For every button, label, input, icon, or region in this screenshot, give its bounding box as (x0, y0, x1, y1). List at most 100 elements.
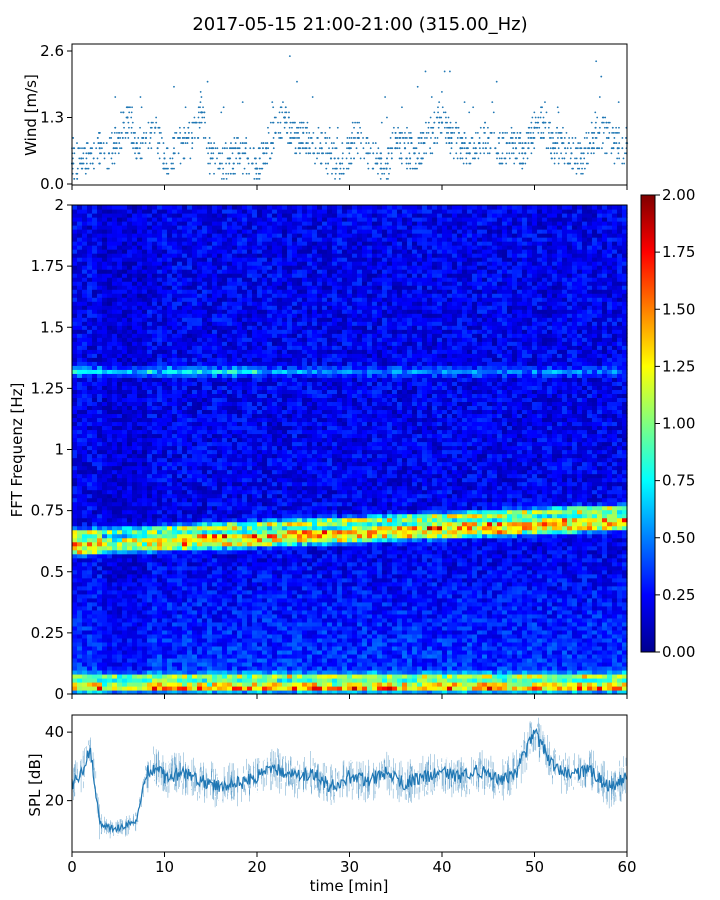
spectrogram-cell (147, 633, 153, 639)
spectrogram-cell (157, 253, 163, 258)
spectrogram-cell (177, 289, 183, 294)
spectrogram-cell (172, 277, 178, 282)
spectrogram-cell (177, 225, 183, 230)
spectrogram-cell (142, 469, 148, 475)
spectrogram-cell (102, 229, 108, 234)
spectrogram-cell (212, 325, 218, 330)
spectrogram-cell (157, 381, 163, 386)
spectrogram-cell (187, 657, 193, 663)
spectrogram-cell (127, 361, 133, 366)
spectrogram-cell (122, 481, 128, 487)
spectrogram-cell (147, 297, 153, 302)
spectrogram-cell (147, 413, 153, 419)
spectrogram-cell (122, 405, 128, 411)
spectrogram-cell (202, 401, 208, 407)
wind-scatter-dot (362, 147, 365, 150)
wind-scatter-dot (367, 142, 370, 144)
spectrogram-cell (132, 373, 138, 378)
spectrogram-cell (122, 673, 128, 679)
spectrogram-cell (72, 405, 78, 411)
wind-scatter-dot (308, 147, 311, 150)
wind-scatter-dot (105, 142, 108, 144)
wind-scatter-dot (450, 137, 453, 139)
wind-scatter-dot (136, 147, 139, 150)
spectrogram-cell (87, 541, 93, 547)
spectrogram-cell (87, 265, 93, 270)
spectrogram-cell (167, 361, 173, 366)
spectrogram-cell (152, 617, 158, 623)
spectrogram-cell (117, 657, 123, 663)
spectrogram-cell (107, 517, 113, 523)
spectrogram-cell (97, 445, 103, 451)
spectrogram-cell (97, 549, 103, 555)
spectrogram-cell (107, 481, 113, 487)
spectrogram-cell (112, 461, 118, 467)
spectrogram-cell (182, 385, 188, 390)
spectrogram-cell (197, 301, 203, 306)
spectrogram-cell (122, 329, 128, 334)
wind-scatter-dot (133, 137, 136, 139)
spectrogram-cell (82, 657, 88, 663)
spectrogram-cell (152, 529, 158, 535)
spectrogram-cell (142, 297, 148, 302)
spectrogram-cell (92, 377, 98, 382)
wind-scatter-dot (531, 116, 534, 119)
wind-scatter-dot (472, 106, 475, 109)
spectrogram-cell (167, 365, 173, 370)
spectrogram-cell (177, 541, 183, 547)
spectrogram-cell (202, 289, 208, 294)
spectrogram-cell (72, 273, 78, 278)
wind-scatter-dot (285, 121, 288, 124)
spectrogram-cell (182, 293, 188, 298)
spectrogram-cell (112, 637, 118, 643)
wind-scatter-dot (324, 162, 327, 165)
wind-scatter-dot (374, 142, 377, 144)
wind-scatter-dot (125, 116, 128, 119)
spectrogram-cell (112, 345, 118, 350)
wind-scatter-dot (295, 131, 298, 134)
spectrogram-cell (87, 557, 93, 563)
spectrogram-cell (162, 629, 168, 635)
spectrogram-cell (82, 209, 88, 214)
spectrogram-cell (177, 585, 183, 591)
spectrogram-cell (182, 233, 188, 238)
spectrogram-cell (137, 289, 143, 294)
wind-scatter-dot (98, 162, 101, 165)
spectrogram-cell (142, 281, 148, 286)
spectrogram-cell (72, 525, 78, 531)
spectrogram-cell (127, 309, 133, 314)
spectrogram-cell (122, 677, 128, 683)
spectrogram-cell (162, 229, 168, 234)
spectrogram-cell (142, 381, 148, 386)
spectrogram-cell (132, 257, 138, 262)
spectrogram-cell (207, 549, 213, 555)
wind-scatter-dot (208, 137, 211, 139)
spectrogram-cell (152, 609, 158, 615)
spectrogram-cell (117, 473, 123, 479)
spectrogram-cell (92, 541, 98, 547)
spectrogram-cell (117, 293, 123, 298)
spectrogram-cell (72, 285, 78, 290)
spectrogram-cell (77, 249, 83, 254)
wind-scatter-dot (425, 131, 428, 134)
spectrogram-cell (177, 349, 183, 354)
spectrogram-cell (192, 581, 198, 587)
spectrogram-cell (87, 549, 93, 555)
wind-scatter-dot (337, 157, 340, 160)
spectrogram-cell (177, 285, 183, 290)
wind-scatter-dot (526, 157, 529, 160)
spectrogram-cell (87, 213, 93, 218)
spectrogram-cell (97, 261, 103, 266)
spectrogram-cell (167, 357, 173, 362)
spectrogram-cell (162, 393, 168, 398)
spectrogram-cell (157, 581, 163, 587)
spectrogram-cell (192, 369, 198, 374)
spectrogram-cell (132, 413, 138, 419)
spectrogram-cell (197, 373, 203, 378)
spectrogram-cell (162, 369, 168, 374)
spectrogram-cell (202, 265, 208, 270)
wind-scatter-dot (483, 131, 486, 134)
wind-scatter-dot (302, 142, 304, 144)
spectrogram-cell (137, 313, 143, 318)
wind-scatter-dot (542, 116, 545, 119)
